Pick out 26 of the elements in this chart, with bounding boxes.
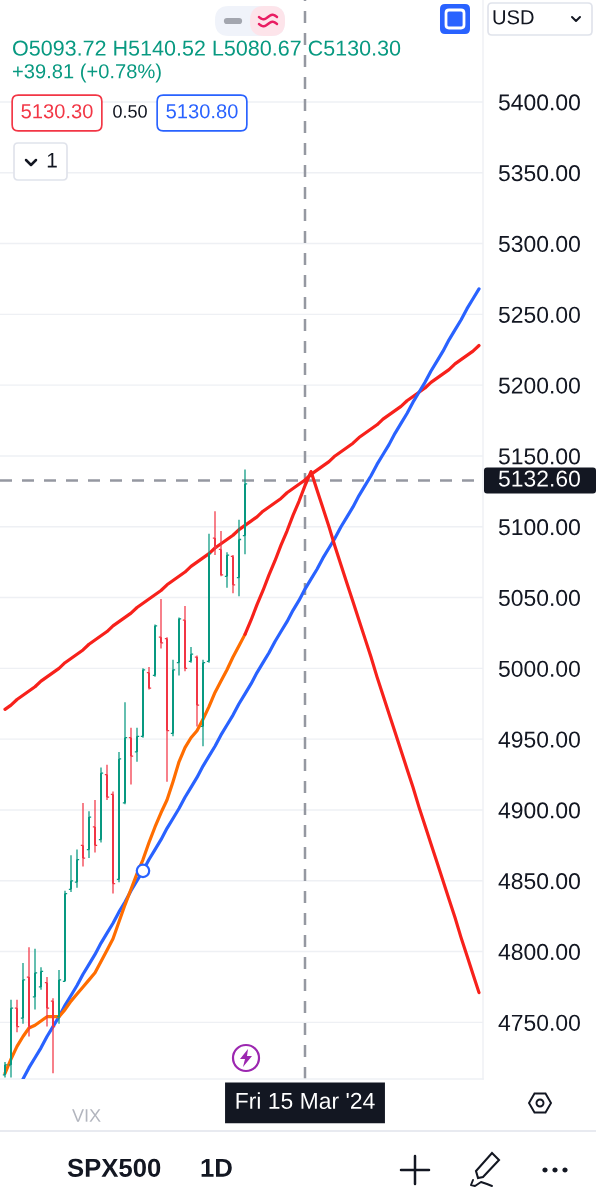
y-tick-label: 5300.00 <box>498 235 580 253</box>
y-tick-label: 5000.00 <box>498 660 580 677</box>
text: 1D <box>201 1158 232 1177</box>
annotation: 1 <box>47 153 57 168</box>
y-tick-label: 4850.00 <box>498 873 580 890</box>
text: VIX <box>72 1109 101 1122</box>
y-tick-label: 5150.00 <box>498 448 580 465</box>
annotation: 5130.30 <box>21 104 93 119</box>
y-tick-label: 5100.00 <box>498 519 580 536</box>
y-tick-label: 5350.00 <box>498 165 580 182</box>
y-tick-label: 5050.00 <box>498 589 580 607</box>
y-tick-label: 4950.00 <box>498 731 580 748</box>
y-tick-label: 4750.00 <box>498 1014 580 1031</box>
annotation: 0.50 <box>113 105 147 118</box>
annotation: O5093.72 H5140.52 L5080.67 C5130.30 <box>13 40 401 56</box>
y-tick-label: 5200.00 <box>498 377 580 394</box>
y-tick-label: 4800.00 <box>498 943 580 961</box>
ref-line-label: 5132.60 <box>498 470 580 487</box>
annotation: 5130.80 <box>166 104 238 119</box>
y-tick-label: 5250.00 <box>498 306 580 323</box>
y-tick-label: 4900.00 <box>498 802 580 819</box>
y-tick-label: 5400.00 <box>498 94 580 111</box>
text: SPX500 <box>67 1158 161 1177</box>
text: USD <box>493 10 534 25</box>
annotation: +39.81 (+0.78%) <box>12 63 161 83</box>
x-tick-label: Fri 15 Mar '24 <box>236 1092 375 1110</box>
